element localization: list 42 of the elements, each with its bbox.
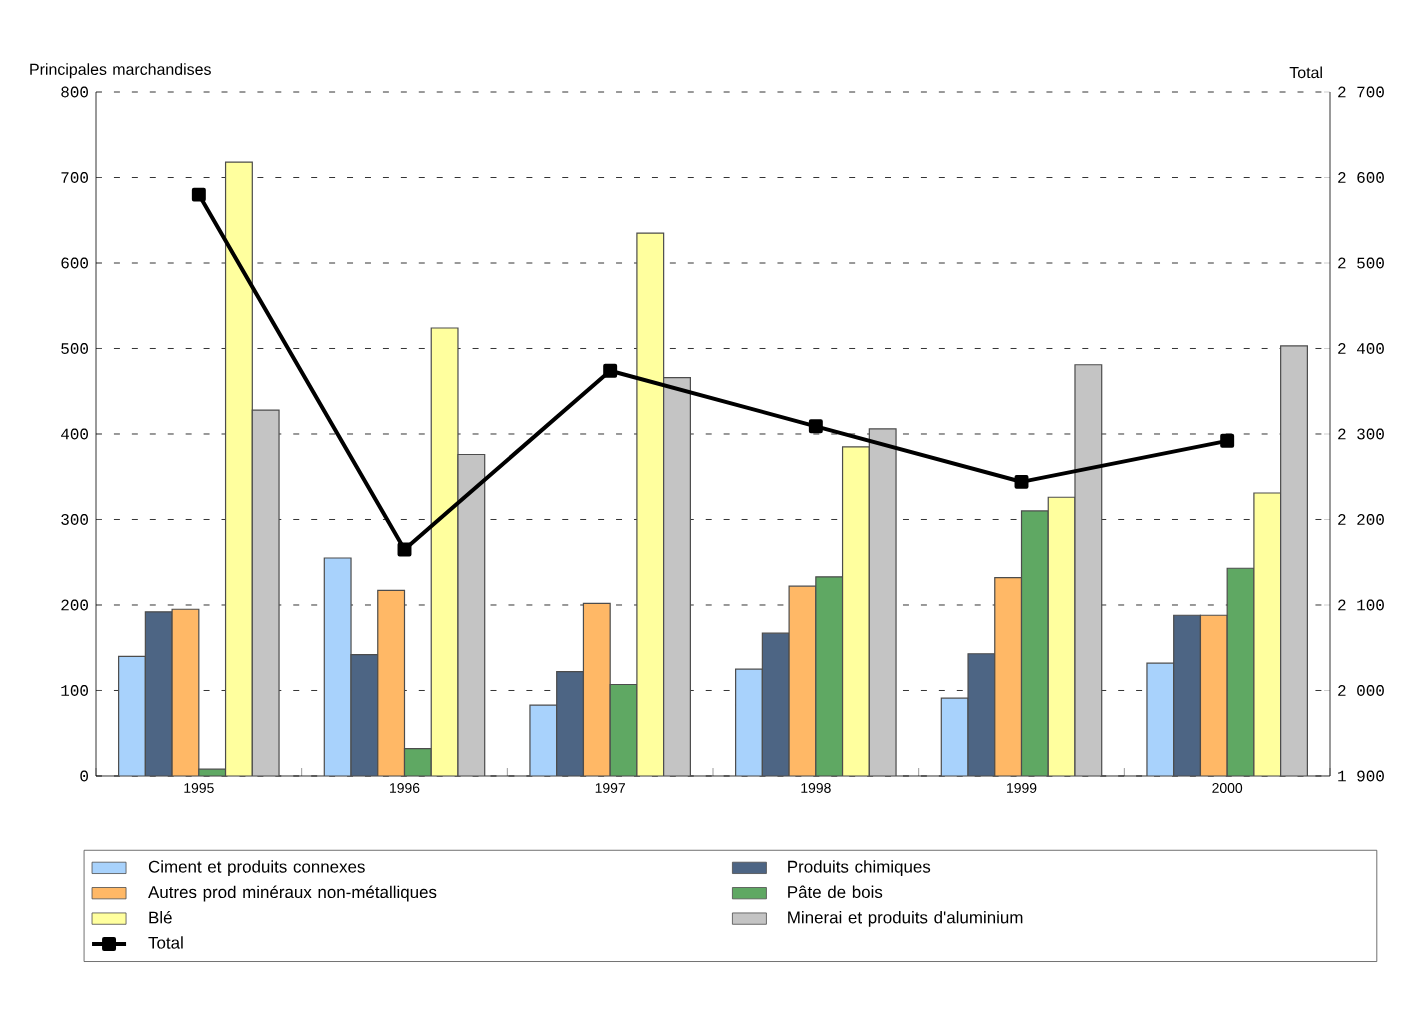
bar <box>609 683 638 776</box>
point <box>191 187 206 202</box>
bar <box>788 585 817 776</box>
point <box>1220 433 1235 448</box>
bar <box>1047 496 1076 776</box>
bar <box>815 576 844 776</box>
bar <box>868 428 897 776</box>
bar <box>1226 567 1255 776</box>
legend-label: Ciment et produits connexes <box>148 860 365 877</box>
bar <box>118 655 146 776</box>
bar <box>1199 614 1228 776</box>
bar <box>1280 345 1308 776</box>
bar <box>457 453 486 776</box>
bar <box>251 409 280 776</box>
bar <box>1020 510 1049 776</box>
bar <box>171 608 200 776</box>
legend-label: Minerai et produits d'aluminium <box>788 910 1023 927</box>
bar <box>841 446 870 776</box>
bar <box>430 327 459 776</box>
bar <box>636 232 665 776</box>
bar <box>735 668 763 776</box>
bar <box>994 577 1023 776</box>
bar <box>582 602 611 776</box>
bar <box>1074 364 1103 776</box>
bar <box>1253 492 1282 776</box>
bar <box>529 704 558 776</box>
point <box>603 363 618 378</box>
point <box>397 542 412 557</box>
legend-label: Produits chimiques <box>788 860 931 877</box>
bar <box>323 557 352 776</box>
bar <box>663 376 691 776</box>
bar <box>404 748 432 776</box>
legend-label: Total <box>148 936 183 949</box>
bar <box>1146 662 1175 776</box>
legend-label: Blé <box>149 910 172 924</box>
point <box>1014 474 1029 489</box>
legend-label: Autres prod minéraux non-métalliques <box>148 885 437 902</box>
bar <box>224 161 253 776</box>
bar <box>377 589 406 776</box>
point <box>808 419 823 434</box>
legend-label: Pâte de bois <box>788 885 883 899</box>
bar <box>940 697 969 776</box>
